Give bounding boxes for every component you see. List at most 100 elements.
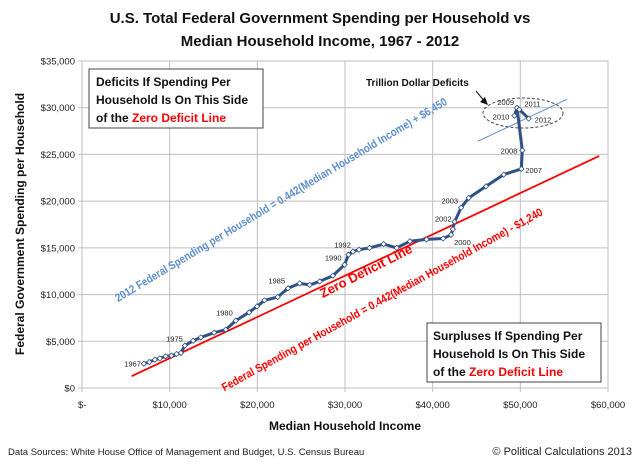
point-label-2012: 2012: [535, 116, 552, 125]
point-label-2002: 2002: [435, 215, 452, 224]
data-point-1999: [440, 235, 447, 242]
surpluses-box: Surpluses If Spending Per Household Is O…: [426, 322, 602, 383]
x-axis-label: Median Household Income: [269, 419, 421, 433]
y-tick-label: $35,000: [41, 57, 75, 68]
data-point-1981: [245, 309, 253, 316]
surpluses-box-line-3: of the Zero Deficit Line: [433, 365, 563, 379]
point-label-1975: 1975: [166, 335, 183, 344]
data-point-1993: [355, 246, 363, 253]
point-labels: 1967 1975 1980 1985 1990 1992 2000 2002 2003 2007…: [124, 98, 551, 369]
data-point-1998: [423, 236, 430, 243]
y-tick-label: $5,000: [46, 337, 75, 348]
point-label-1985: 1985: [268, 276, 285, 285]
data-point-1968: [146, 358, 153, 366]
surpluses-box-line-1: Surpluses If Spending Per: [433, 329, 583, 343]
point-label-2008: 2008: [501, 146, 518, 155]
surpluses-box-prefix: of the: [433, 365, 469, 379]
data-point-2003: [457, 204, 465, 211]
spending-2012-line: [477, 98, 568, 142]
deficits-box-red: Zero Deficit Line: [132, 111, 226, 125]
data-point-2000: [447, 231, 455, 238]
deficits-box: Deficits If Spending Per Household Is On…: [88, 68, 264, 129]
surpluses-box-line-2: Household Is On This Side: [433, 347, 585, 361]
y-tick-label: $20,000: [41, 197, 75, 208]
data-point-2008: [519, 147, 526, 154]
data-point-2010: [511, 112, 518, 119]
trillion-deficit-ellipse: [482, 97, 564, 129]
data-point-1995: [380, 240, 387, 248]
data-point-1967: [140, 360, 148, 367]
data-point-1980: [232, 317, 239, 324]
y-tick-label: $10,000: [41, 290, 75, 301]
point-label-2000: 2000: [454, 238, 471, 247]
data-source: Data Sources: White House Office of Mana…: [8, 447, 364, 458]
data-point-1996: [393, 244, 400, 252]
point-label-1980: 1980: [216, 309, 233, 318]
x-tick-label: $30,000: [328, 400, 362, 411]
deficits-box-prefix: of the: [96, 111, 132, 125]
data-point-1970: [156, 355, 164, 362]
x-tick-labels: $- $10,000 $20,000 $30,000 $40,000 $50,000 $60…: [78, 400, 625, 411]
y-axis-label: Federal Government Spending per Househol…: [13, 93, 27, 355]
point-label-2010: 2010: [493, 113, 510, 122]
data-point-1972: [168, 352, 175, 359]
data-point-1978: [210, 329, 218, 336]
y-tick-label: $25,000: [41, 150, 75, 161]
data-point-1994: [366, 244, 373, 252]
data-point-1971: [162, 353, 169, 360]
deficits-box-line-2: Household Is On This Side: [96, 93, 248, 107]
chart-title-line-1: U.S. Total Federal Government Spending p…: [110, 10, 531, 27]
data-point-2001: [449, 226, 456, 233]
data-point-1969: [151, 356, 159, 363]
data-point-2006: [500, 171, 507, 178]
x-tick-label: $-: [78, 400, 86, 411]
data-point-1984: [274, 293, 281, 301]
x-tick-label: $40,000: [415, 400, 449, 411]
point-label-1992: 1992: [334, 241, 351, 250]
chart-title-line-2: Median Household Income, 1967 - 2012: [181, 33, 459, 50]
point-label-2009: 2009: [497, 98, 514, 107]
deficits-box-line-1: Deficits If Spending Per: [96, 75, 231, 89]
data-point-1990: [341, 261, 348, 268]
data-point-2011: [516, 106, 523, 113]
x-tick-label: $50,000: [503, 400, 537, 411]
data-point-1985: [284, 285, 292, 292]
point-label-2003: 2003: [441, 197, 458, 206]
copyright: © Political Calculations 2013: [492, 446, 632, 458]
x-tick-label: $10,000: [152, 400, 186, 411]
surpluses-box-red: Zero Deficit Line: [469, 365, 563, 379]
data-point-1987: [306, 281, 313, 289]
data-point-2012: [525, 115, 532, 122]
data-point-1977: [197, 334, 204, 341]
point-label-2007: 2007: [525, 166, 542, 175]
y-tick-labels: $0 $5,000 $10,000 $15,000 $20,000 $25,000 $30,…: [41, 57, 75, 395]
data-point-1975: [181, 342, 188, 349]
x-tick-label: $60,000: [591, 400, 625, 411]
data-point-1979: [222, 326, 229, 333]
trillion-deficit-label: Trillion Dollar Deficits: [366, 78, 469, 89]
grid: [78, 60, 609, 392]
data-point-1986: [296, 280, 303, 287]
point-label-2011: 2011: [524, 100, 540, 109]
point-label-1967: 1967: [124, 360, 141, 369]
y-tick-label: $30,000: [41, 103, 75, 114]
point-label-1990: 1990: [325, 254, 342, 263]
data-point-2005: [482, 183, 490, 190]
y-tick-label: $0: [64, 384, 75, 395]
series-line: [143, 106, 530, 366]
deficits-box-line-3: of the Zero Deficit Line: [96, 111, 226, 125]
data-point-1988: [316, 278, 323, 285]
data-point-2004: [465, 194, 472, 202]
data-point-1974: [177, 349, 185, 357]
zero-deficit-line: [131, 155, 600, 378]
data-point-2007: [518, 165, 525, 173]
data-point-1983: [261, 297, 268, 304]
arrowhead-icon: [480, 97, 488, 105]
y-tick-label: $15,000: [41, 243, 75, 254]
data-point-1991: [345, 251, 352, 258]
data-point-1989: [329, 272, 337, 279]
data-point-1992: [349, 248, 357, 255]
data-point-1976: [189, 337, 197, 344]
data-point-1997: [406, 238, 414, 245]
